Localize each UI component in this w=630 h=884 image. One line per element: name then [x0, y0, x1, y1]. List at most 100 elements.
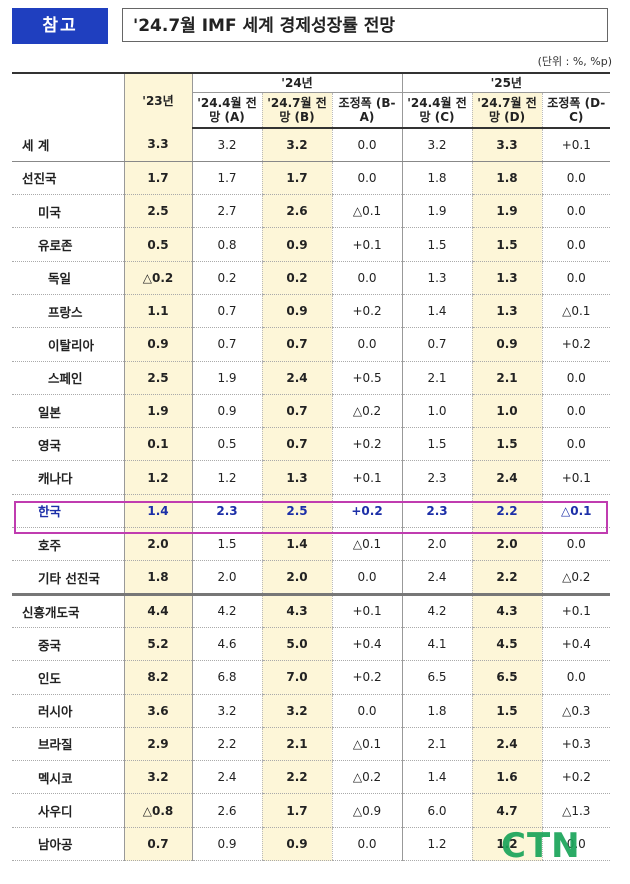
table-row: 스페인 2.5 1.9 2.4 +0.5 2.1 2.1 0.0: [12, 361, 611, 395]
value-cell: 0.7: [191, 294, 262, 329]
value-cell: 0.1: [123, 427, 192, 462]
value-cell: 1.4: [261, 527, 332, 562]
value-cell: 1.4: [401, 294, 473, 329]
value-cell: 0.0: [541, 827, 611, 862]
value-cell: 0.0: [331, 694, 403, 728]
value-cell: 2.4: [401, 560, 473, 596]
value-cell: 0.9: [261, 294, 332, 329]
country-name: 이탈리아: [12, 327, 124, 362]
table-row: 호주 2.0 1.5 1.4 △0.1 2.0 2.0 0.0: [12, 527, 611, 562]
value-cell: 1.3: [471, 294, 543, 329]
reference-tag: 참고: [12, 8, 108, 44]
value-cell: +0.1: [331, 594, 403, 628]
value-cell: 0.7: [123, 827, 192, 862]
country-name: 선진국: [12, 161, 124, 196]
value-cell: 0.0: [541, 161, 611, 196]
country-name: 기타 선진국: [12, 560, 124, 596]
value-cell: 1.2: [123, 460, 192, 495]
value-cell: 8.2: [123, 660, 192, 695]
country-name: 미국: [12, 194, 124, 229]
value-cell: +0.3: [541, 727, 611, 762]
value-cell: 2.4: [471, 460, 543, 495]
value-cell: △0.2: [123, 261, 192, 295]
value-cell: 2.7: [191, 194, 262, 229]
value-cell: 1.3: [401, 261, 473, 295]
country-name: 중국: [12, 627, 124, 662]
table-row: 사우디 △0.8 2.6 1.7 △0.9 6.0 4.7 △1.3: [12, 793, 611, 828]
value-cell: 0.0: [331, 327, 403, 362]
value-cell: △0.2: [331, 394, 403, 429]
value-cell: +0.1: [541, 594, 611, 628]
table-row: 멕시코 3.2 2.4 2.2 △0.2 1.4 1.6 +0.2: [12, 760, 611, 795]
value-cell: 1.3: [471, 261, 543, 295]
value-cell: △0.1: [331, 727, 403, 762]
value-cell: 0.9: [261, 827, 332, 862]
value-cell: 1.5: [471, 427, 543, 462]
table-row: 영국 0.1 0.5 0.7 +0.2 1.5 1.5 0.0: [12, 427, 611, 462]
value-cell: 2.0: [123, 527, 192, 562]
col-25-adj: 조정폭 (D-C): [541, 92, 611, 129]
country-name: 세 계: [12, 128, 124, 162]
value-cell: 1.7: [123, 161, 192, 196]
value-cell: 1.1: [123, 294, 192, 329]
value-cell: 2.1: [401, 727, 473, 762]
value-cell: 0.0: [331, 827, 403, 862]
value-cell: +0.2: [541, 327, 611, 362]
value-cell: △0.3: [541, 694, 611, 728]
table-row: 세 계 3.3 3.2 3.2 0.0 3.2 3.3 +0.1: [12, 128, 611, 162]
value-cell: 3.2: [123, 760, 192, 795]
value-cell: 1.2: [191, 460, 262, 495]
value-cell: △0.8: [123, 793, 192, 828]
col-25-apr: '24.4월 전망 (C): [401, 92, 473, 129]
country-name: 일본: [12, 394, 124, 429]
country-name: 유로존: [12, 227, 124, 262]
value-cell: +0.5: [331, 361, 403, 395]
value-cell: 0.5: [123, 227, 192, 262]
report-header: 참고 '24.7월 IMF 세계 경제성장률 전망: [12, 8, 610, 46]
value-cell: +0.1: [541, 460, 611, 495]
value-cell: 0.0: [541, 194, 611, 229]
value-cell: 2.9: [123, 727, 192, 762]
value-cell: 5.0: [261, 627, 332, 662]
value-cell: 1.9: [123, 394, 192, 429]
value-cell: 2.1: [261, 727, 332, 762]
country-name: 사우디: [12, 793, 124, 828]
value-cell: 0.9: [471, 327, 543, 362]
value-cell: 2.6: [261, 194, 332, 229]
value-cell: 1.0: [401, 394, 473, 429]
value-cell: +0.1: [541, 128, 611, 162]
table-row: 선진국 1.7 1.7 1.7 0.0 1.8 1.8 0.0: [12, 161, 611, 196]
value-cell: △0.1: [331, 194, 403, 229]
value-cell: 0.2: [261, 261, 332, 295]
col-24-jul: '24.7월 전망 (B): [261, 92, 332, 129]
value-cell: 3.2: [261, 694, 332, 728]
value-cell: 4.5: [471, 627, 543, 662]
value-cell: 0.9: [123, 327, 192, 362]
country-name: 러시아: [12, 694, 124, 728]
value-cell: 2.0: [261, 560, 332, 596]
col-25-jul: '24.7월 전망 (D): [471, 92, 543, 129]
value-cell: 1.5: [401, 427, 473, 462]
table-row: 인도 8.2 6.8 7.0 +0.2 6.5 6.5 0.0: [12, 660, 611, 695]
value-cell: 2.3: [191, 494, 262, 529]
table-row: 한국 1.4 2.3 2.5 +0.2 2.3 2.2 △0.1: [12, 494, 611, 529]
value-cell: 0.0: [541, 660, 611, 695]
country-name: 캐나다: [12, 460, 124, 495]
value-cell: 0.0: [541, 227, 611, 262]
value-cell: 4.1: [401, 627, 473, 662]
value-cell: 4.2: [191, 594, 262, 628]
country-name: 독일: [12, 261, 124, 295]
value-cell: +0.2: [331, 660, 403, 695]
table-row: 캐나다 1.2 1.2 1.3 +0.1 2.3 2.4 +0.1: [12, 460, 611, 495]
value-cell: 2.6: [191, 793, 262, 828]
country-header: [12, 73, 124, 128]
value-cell: 1.5: [401, 227, 473, 262]
table-row: 유로존 0.5 0.8 0.9 +0.1 1.5 1.5 0.0: [12, 227, 611, 262]
unit-note: (단위 : %, %p): [537, 55, 612, 68]
value-cell: 4.6: [191, 627, 262, 662]
value-cell: 2.5: [123, 361, 192, 395]
value-cell: △0.1: [541, 494, 611, 529]
value-cell: 4.4: [123, 594, 192, 628]
value-cell: △0.1: [331, 527, 403, 562]
value-cell: 0.0: [541, 427, 611, 462]
